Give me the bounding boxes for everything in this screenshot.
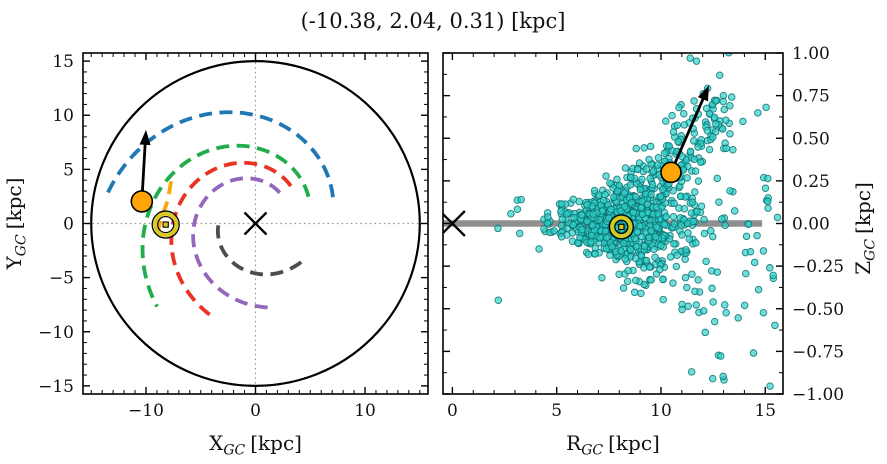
- rz-axis-ticks: [443, 52, 783, 395]
- spiral-arm-norma-arm-gray: [215, 225, 307, 277]
- object-marker-xy: [130, 190, 154, 213]
- rz-ytick-label: −0.75: [792, 342, 844, 362]
- galactic-center-marker-xy: [243, 211, 268, 236]
- spiral-arm-outer-arm-blue: [105, 110, 335, 198]
- xy-ytick-label: −15: [38, 377, 74, 397]
- rz-ytick-label: 0.50: [792, 129, 830, 149]
- sun-marker-xy: [151, 210, 180, 239]
- rz-ytick-label: 0.25: [792, 172, 830, 192]
- figure-title: (-10.38, 2.04, 0.31) [kpc]: [301, 9, 566, 33]
- xy-xtick-label: 10: [354, 401, 376, 421]
- sun-marker-rz: [608, 214, 634, 240]
- xy-panel: −10 0 10 −15 −10 −5 0 5 10 15 XGC [kpc] YGC[kpc]: [2, 52, 429, 459]
- rz-ytick-label: 0.75: [792, 87, 830, 107]
- rz-panel: 0 5 10 15 1.00 0.75 0.50 0.25 0.00 −0.25 −0.50 −0.7…: [442, 44, 879, 459]
- rz-xtick-label: 5: [551, 401, 562, 421]
- xy-ytick-label: 5: [63, 160, 74, 180]
- xy-ytick-label: 0: [63, 215, 74, 235]
- rz-xtick-label: 15: [754, 401, 776, 421]
- xy-ytick-label: −5: [49, 269, 74, 289]
- rz-plot-area: [443, 53, 782, 390]
- velocity-arrow-rz: [669, 85, 709, 173]
- rz-yaxis-label: ZGC[kpc]: [851, 182, 879, 275]
- rz-ytick-label: −0.25: [792, 257, 844, 277]
- xy-plot-area: [83, 53, 428, 394]
- chart-canvas: −10 0 10 −15 −10 −5 0 5 10 15 XGC [kpc] YGC[kpc] 0 5 10…: [2, 44, 879, 459]
- rz-ytick-label: −0.50: [792, 300, 844, 320]
- xy-xtick-label: 0: [250, 401, 261, 421]
- xy-axis-ticks: [83, 53, 428, 394]
- spiral-arm-scutum-arm-purple: [191, 176, 282, 310]
- xy-yaxis-label: YGC[kpc]: [2, 178, 30, 271]
- rz-ytick-label: 0.00: [792, 215, 830, 235]
- xy-ytick-label: −10: [38, 323, 74, 343]
- xy-ytick-label: 10: [52, 106, 74, 126]
- xy-xtick-label: −10: [128, 401, 164, 421]
- rz-ytick-label: 1.00: [792, 44, 830, 64]
- object-marker-rz: [660, 161, 682, 184]
- rz-xtick-label: 0: [447, 401, 458, 421]
- rz-tick-labels: 0 5 10 15 1.00 0.75 0.50 0.25 0.00 −0.25 −0.50 −0.7…: [447, 44, 844, 421]
- galactic-center-marker-rz: [443, 210, 466, 237]
- galactic-disk-outline: [90, 60, 421, 387]
- spiral-arm-perseus-arm-green: [140, 143, 311, 308]
- xy-xaxis-label: XGC [kpc]: [209, 431, 302, 459]
- rz-ytick-label: −1.00: [792, 385, 844, 405]
- rz-xtick-label: 10: [650, 401, 672, 421]
- xy-ytick-label: 15: [52, 52, 74, 72]
- spiral-arm-sagittarius-arm-red: [169, 160, 293, 320]
- rz-xaxis-label: RGC [kpc]: [566, 431, 660, 459]
- xy-tick-labels: −10 0 10 −15 −10 −5 0 5 10 15: [38, 52, 376, 421]
